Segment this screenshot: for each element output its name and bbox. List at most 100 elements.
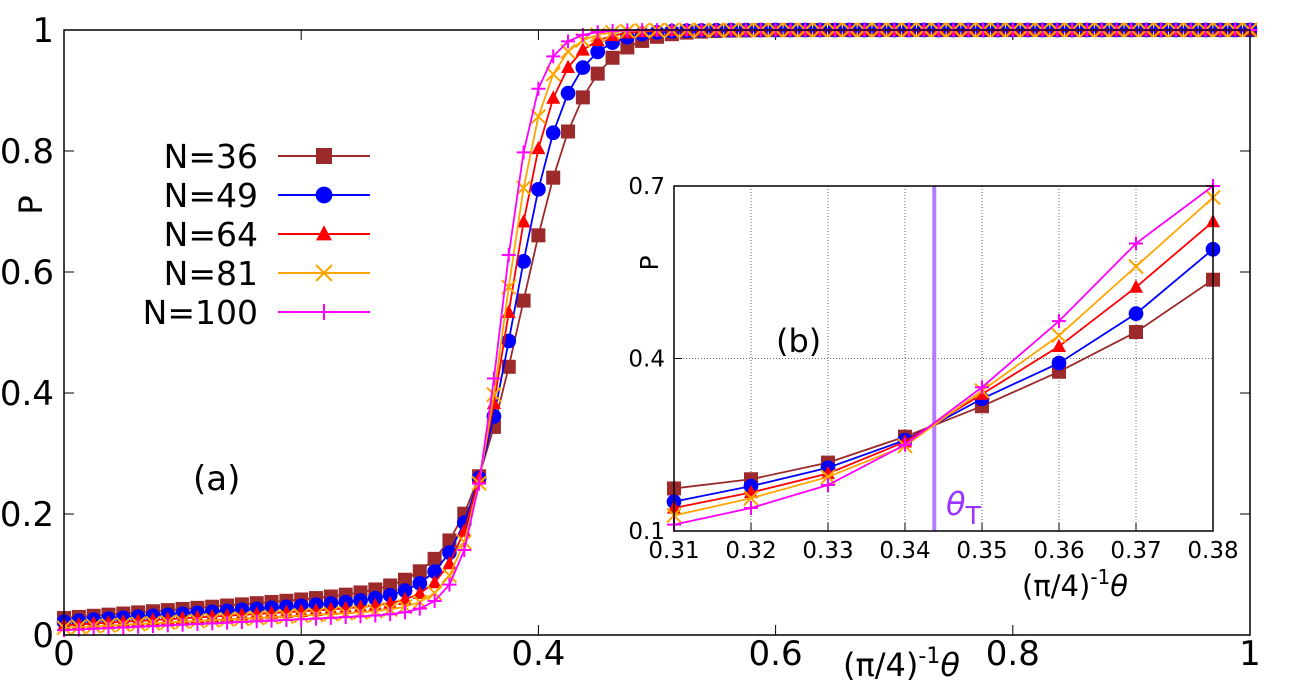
panel-b-label: (b): [776, 322, 821, 360]
main-data-point: [264, 605, 279, 619]
main-data-point: [338, 610, 353, 625]
inset-data-point: [1052, 314, 1066, 329]
main-data-point: [220, 608, 235, 622]
main-tick-labels: 0 0.2 0.4 0.6 0.8 1 0 0.2 0.4 0.6 0.8 1: [0, 11, 1261, 674]
main-data-point: [427, 574, 442, 589]
inset-x-tick-label: 0.37: [1110, 538, 1161, 564]
main-data-point: [590, 44, 606, 60]
main-data-point: [590, 66, 605, 81]
inset-plot-frame: [673, 185, 1214, 532]
inset-series-n-36: [667, 272, 1220, 496]
main-x-tick-label: 1: [1239, 634, 1261, 674]
inset-data-point: [1051, 327, 1067, 344]
inset-data-point: [1129, 279, 1143, 293]
main-y-tick-label: 0.8: [0, 132, 54, 172]
main-y-axis-label: P: [12, 195, 50, 214]
main-data-point: [205, 616, 220, 631]
main-data-point: [457, 543, 472, 558]
main-data-point: [575, 90, 590, 105]
main-data-point: [516, 214, 531, 228]
main-data-point: [441, 567, 458, 584]
main-data-point: [368, 608, 383, 623]
inset-x-tick-label: 0.32: [725, 538, 776, 564]
main-y-tick-label: 0: [32, 616, 54, 656]
inset-plot-series: [666, 179, 1221, 532]
main-data-point: [294, 603, 309, 617]
main-data-point: [220, 615, 235, 630]
legend-entry: N=49: [164, 176, 370, 215]
main-plot-panel: 0 0.2 0.4 0.6 0.8 100.20.40.60.81 P (π/4)-1θ …: [0, 11, 1261, 681]
inset-series-line: [673, 248, 1214, 503]
main-data-point: [397, 572, 412, 587]
legend-entry: N=64: [164, 215, 370, 254]
main-data-point: [426, 585, 443, 601]
legend-label: N=36: [164, 137, 258, 176]
main-data-point: [590, 32, 605, 47]
inset-x-axis-label: (π/4)-1θ: [1022, 565, 1128, 603]
main-data-point: [531, 228, 546, 243]
main-data-point: [486, 386, 502, 403]
inset-y-tick-label: 0.1: [628, 519, 665, 545]
main-data-point: [546, 49, 561, 64]
main-data-point: [294, 612, 309, 627]
inset-x-tick-label: 0.35: [956, 538, 1007, 564]
main-x-tick-label: 0.6: [749, 634, 803, 674]
main-data-point: [264, 613, 279, 628]
legend-marker: [316, 304, 332, 320]
main-data-point: [561, 34, 576, 49]
main-x-axis-label-base: (π/4): [843, 646, 918, 681]
inset-x-tick-label: 0.34: [879, 538, 930, 564]
theta-t-symbol: θ: [946, 485, 966, 523]
main-data-point: [412, 601, 427, 616]
main-data-point: [323, 610, 338, 625]
main-data-point: [516, 293, 531, 308]
main-data-point: [575, 60, 591, 75]
inset-x-tick-label: 0.36: [1033, 538, 1084, 564]
main-data-point: [501, 248, 516, 263]
main-data-point: [249, 606, 264, 620]
main-data-point: [531, 181, 546, 197]
main-data-point: [486, 371, 501, 386]
inset-data-point: [1129, 325, 1143, 340]
main-data-point: [86, 621, 101, 636]
main-data-point: [545, 125, 561, 141]
main-data-point: [546, 90, 561, 104]
main-x-tick-label: 0.2: [274, 634, 328, 674]
legend-label: N=100: [143, 293, 258, 332]
main-data-point: [397, 605, 412, 620]
legend-marker: [316, 148, 332, 164]
main-data-point: [546, 170, 561, 185]
main-x-tick-label: 0.4: [511, 634, 565, 674]
main-y-tick-label: 0.2: [0, 495, 54, 535]
main-data-point: [590, 25, 605, 40]
main-data-point: [412, 575, 428, 591]
main-data-point: [397, 591, 412, 606]
main-data-point: [101, 621, 116, 636]
theta-t-subscript: T: [965, 501, 982, 530]
main-data-point: [190, 617, 205, 632]
legend-label: N=81: [164, 254, 258, 293]
inset-data-point: [1128, 306, 1144, 321]
main-data-point: [456, 534, 472, 550]
main-data-point: [427, 564, 442, 579]
main-data-point: [412, 585, 427, 599]
inset-x-axis-label-exponent: -1: [1090, 565, 1110, 589]
main-x-axis-label-variable: θ: [940, 646, 960, 681]
inset-data-point: [743, 490, 759, 506]
inset-data-point: [1129, 236, 1143, 251]
inset-series-line: [673, 185, 1214, 526]
main-data-point: [516, 254, 531, 269]
main-data-point: [545, 66, 561, 82]
main-data-point: [131, 619, 146, 634]
inset-data-point: [744, 501, 758, 515]
main-data-point: [279, 604, 294, 618]
inset-background: [674, 186, 1213, 531]
inset-x-axis-label-variable: θ: [1110, 569, 1128, 603]
main-data-point: [205, 608, 220, 623]
main-data-point: [160, 618, 175, 633]
inset-data-point: [821, 478, 835, 492]
inset-x-tick-label: 0.31: [648, 538, 699, 564]
main-data-point: [472, 476, 487, 491]
main-y-tick-label: 0.4: [0, 374, 54, 414]
